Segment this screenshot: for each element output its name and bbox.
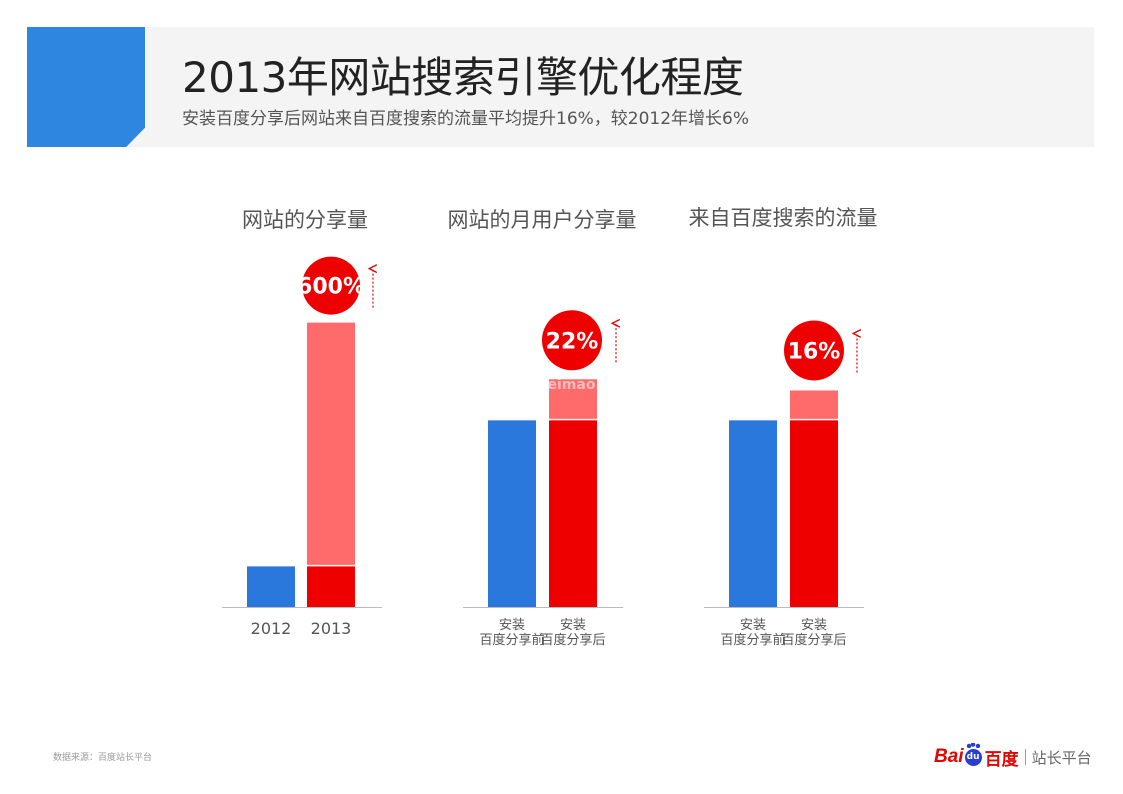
accent-block (27, 27, 145, 147)
chart-3-x-label-1-line-1: 安装 (740, 618, 766, 633)
data-source-note: 数据来源：百度站长平台 (53, 753, 153, 763)
chart-2-title: 网站的月用户分享量 (448, 208, 637, 232)
chart-1-increase-badge (302, 256, 360, 315)
chart-2-x-label-1-line-1: 安装 (499, 618, 525, 633)
chart-3-x-label-2-line-2: 百度分享后 (781, 632, 846, 648)
header-band (27, 27, 1094, 147)
brand-baidu-cn: 百度 (984, 749, 1019, 770)
chart-2-bar-after-base (549, 420, 597, 607)
chart-1-bar-after-increase (307, 322, 355, 565)
chart-2-bar-before (488, 420, 536, 607)
chart-1-increase-label: 600% (297, 275, 365, 300)
chart-2-x-label-2-line-2: 百度分享后 (540, 632, 605, 648)
chart-3-x-label-2-line-1: 安装 (801, 618, 827, 633)
chart-1-x-label-1: 2012 (251, 619, 292, 638)
page-subtitle: 安装百度分享后网站来自百度搜索的流量平均提升16%，较2012年增长6% (182, 109, 750, 129)
chart-1-bar-before (247, 566, 295, 607)
chart-3-x-label-1-line-2: 百度分享前 (720, 632, 785, 648)
watermark-text: www.weimao.wiki (491, 377, 632, 393)
brand-du: du (966, 752, 980, 762)
chart-1-title: 网站的分享量 (242, 208, 368, 232)
chart-3-bar-after-base (790, 420, 838, 607)
chart-2-x-label-2-line-1: 安装 (560, 618, 586, 633)
chart-1-x-label-2: 2013 (311, 619, 352, 638)
page-title: 2013年网站搜索引擎优化程度 (182, 53, 744, 102)
chart-3-bar-before (729, 420, 777, 607)
chart-2-increase-label: 22% (546, 329, 599, 354)
brand-paw-icon: du (964, 742, 982, 766)
brand-separator (1024, 749, 1026, 765)
chart-2-increase-badge (542, 310, 602, 371)
chart-2-bar-after-increase (549, 379, 597, 419)
chart-3-increase-badge (784, 320, 844, 381)
brand-bai: Bai (934, 746, 964, 767)
baidu-zhanzhang-logo: Bai du 百度 站长平台 (934, 740, 1092, 774)
chart-3-title: 来自百度搜索的流量 (689, 206, 878, 230)
brand-platform: 站长平台 (1031, 748, 1092, 767)
chart-3-increase-label: 16% (788, 339, 841, 364)
chart-1-bar-after-base (307, 566, 355, 607)
chart-3-bar-after-increase (790, 390, 838, 419)
chart-2-x-label-1-line-2: 百度分享前 (479, 632, 544, 648)
